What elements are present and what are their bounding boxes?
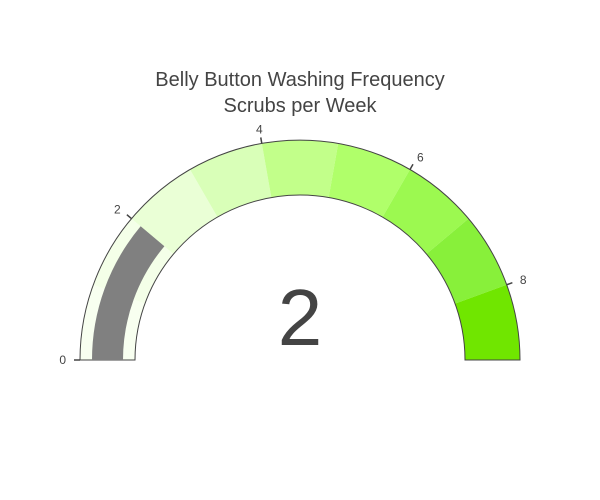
gauge-step-2 xyxy=(131,169,218,254)
gauge-tick-label-0: 0 xyxy=(59,353,66,367)
chart-title-line-2: Scrubs per Week xyxy=(223,95,377,117)
gauge-ticks: 0 2 4 6 8 xyxy=(59,123,527,367)
gauge-number: 2 xyxy=(278,273,323,362)
gauge-step-4 xyxy=(261,140,339,198)
gauge-tick-4 xyxy=(506,281,513,286)
gauge-value-bar xyxy=(92,226,165,360)
gauge-tick-label-1: 2 xyxy=(114,203,121,217)
gauge-tick-label-3: 6 xyxy=(417,150,424,164)
gauge-step-6 xyxy=(382,169,469,254)
gauge-step-5 xyxy=(328,143,410,218)
gauge-outline xyxy=(79,139,521,361)
gauge-tick-label-4: 8 xyxy=(520,273,527,287)
gauge-step-7 xyxy=(426,218,507,304)
gauge-tick-2 xyxy=(260,137,263,144)
gauge-tick-1 xyxy=(126,214,132,220)
gauge-tick-3 xyxy=(409,163,414,170)
gauge-outline-path xyxy=(79,139,521,361)
gauge-tick-label-2: 4 xyxy=(256,123,263,137)
gauge-step-3 xyxy=(190,143,272,218)
gauge-step-8 xyxy=(455,284,520,360)
chart-title-line-1: Belly Button Washing Frequency xyxy=(155,69,444,91)
gauge-value-bar-group xyxy=(92,226,165,360)
